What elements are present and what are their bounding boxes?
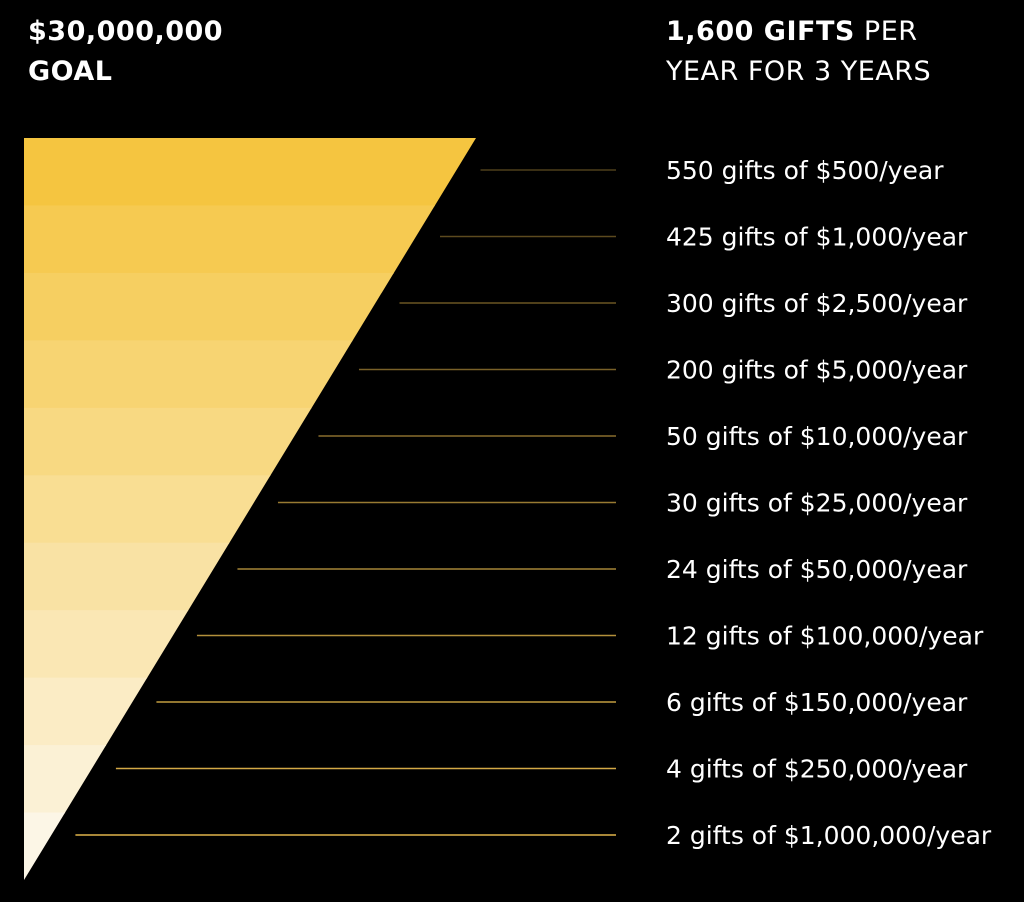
goal-amount: $30,000,000 [28, 16, 224, 47]
level-label: 24 gifts of $50,000/year [666, 555, 968, 584]
gifts-count: 1,600 GIFTS [666, 16, 855, 47]
pyramid-band [24, 407, 476, 477]
pyramid-band [24, 677, 476, 747]
level-label: 12 gifts of $100,000/year [666, 622, 984, 651]
pyramid-band [24, 745, 476, 814]
level-label: 4 gifts of $250,000/year [666, 755, 968, 784]
pyramid-band [24, 812, 476, 880]
pyramid-band [24, 542, 476, 612]
level-labels: 550 gifts of $500/year 425 gifts of $1,00… [666, 156, 992, 850]
level-label: 6 gifts of $150,000/year [666, 688, 968, 717]
gifts-header: 1,600 GIFTS PER YEAR FOR 3 YEARS [666, 12, 931, 92]
pyramid-band [24, 205, 476, 274]
pyramid-band [24, 272, 476, 342]
pyramid-band [24, 340, 476, 409]
goal-label: GOAL [28, 56, 113, 87]
level-label: 200 gifts of $5,000/year [666, 356, 968, 385]
pyramid-band [24, 610, 476, 679]
level-label: 50 gifts of $10,000/year [666, 422, 968, 451]
gifts-header-line2: YEAR FOR 3 YEARS [666, 56, 932, 87]
level-label: 550 gifts of $500/year [666, 156, 944, 185]
pyramid-band [24, 138, 476, 207]
level-label: 30 gifts of $25,000/year [666, 489, 968, 518]
level-label: 300 gifts of $2,500/year [666, 289, 968, 318]
level-label: 2 gifts of $1,000,000/year [666, 821, 992, 850]
goal-heading: $30,000,000 GOAL [28, 12, 223, 92]
pyramid-band [24, 475, 476, 544]
level-connector-lines [75, 169, 616, 836]
level-label: 425 gifts of $1,000/year [666, 223, 968, 252]
gifts-header-line1: 1,600 GIFTS PER [666, 12, 931, 52]
pyramid-triangle [24, 138, 476, 880]
gifts-per: PER [863, 16, 918, 47]
